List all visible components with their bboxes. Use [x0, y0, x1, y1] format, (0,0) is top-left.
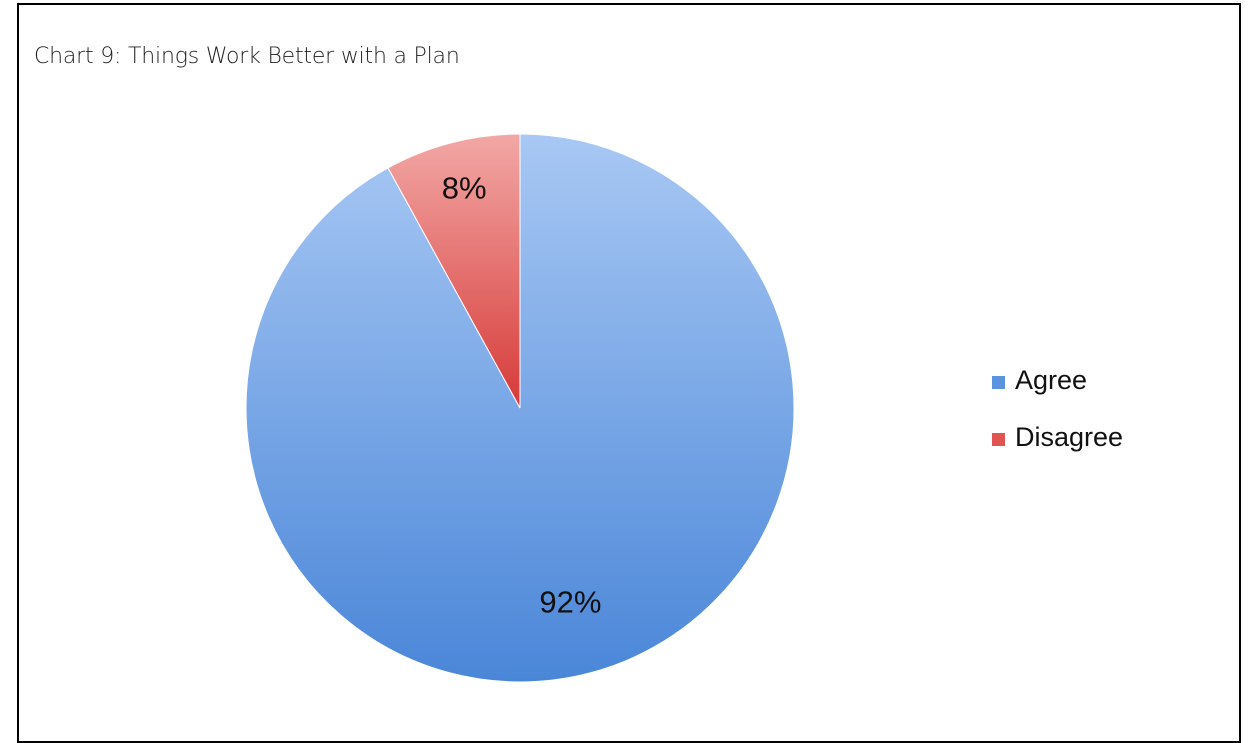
- pie-slice-labels: 92% 8%: [442, 171, 602, 620]
- data-label-disagree: 8%: [442, 171, 487, 206]
- chart-title: Chart 9: Things Work Better with a Plan: [34, 44, 460, 69]
- legend-swatch-disagree: [992, 433, 1005, 446]
- pie-chart: 92% 8% Agree Disagree: [245, 133, 1123, 683]
- data-label-agree: 92%: [539, 585, 601, 620]
- legend-label-disagree: Disagree: [1015, 422, 1123, 452]
- pie-slices: [245, 133, 795, 683]
- legend-label-agree: Agree: [1015, 365, 1087, 395]
- legend-swatch-agree: [992, 376, 1005, 389]
- legend: Agree Disagree: [992, 365, 1123, 452]
- pie-slice-disagree: [387, 133, 521, 409]
- pie-slice-agree: [245, 133, 795, 683]
